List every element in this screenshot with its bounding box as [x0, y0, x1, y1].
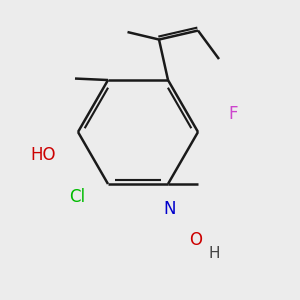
- Text: HO: HO: [30, 146, 56, 164]
- Text: F: F: [228, 105, 238, 123]
- Text: H: H: [208, 246, 220, 261]
- Text: N: N: [164, 200, 176, 217]
- Text: O: O: [189, 231, 202, 249]
- Text: Cl: Cl: [69, 188, 85, 206]
